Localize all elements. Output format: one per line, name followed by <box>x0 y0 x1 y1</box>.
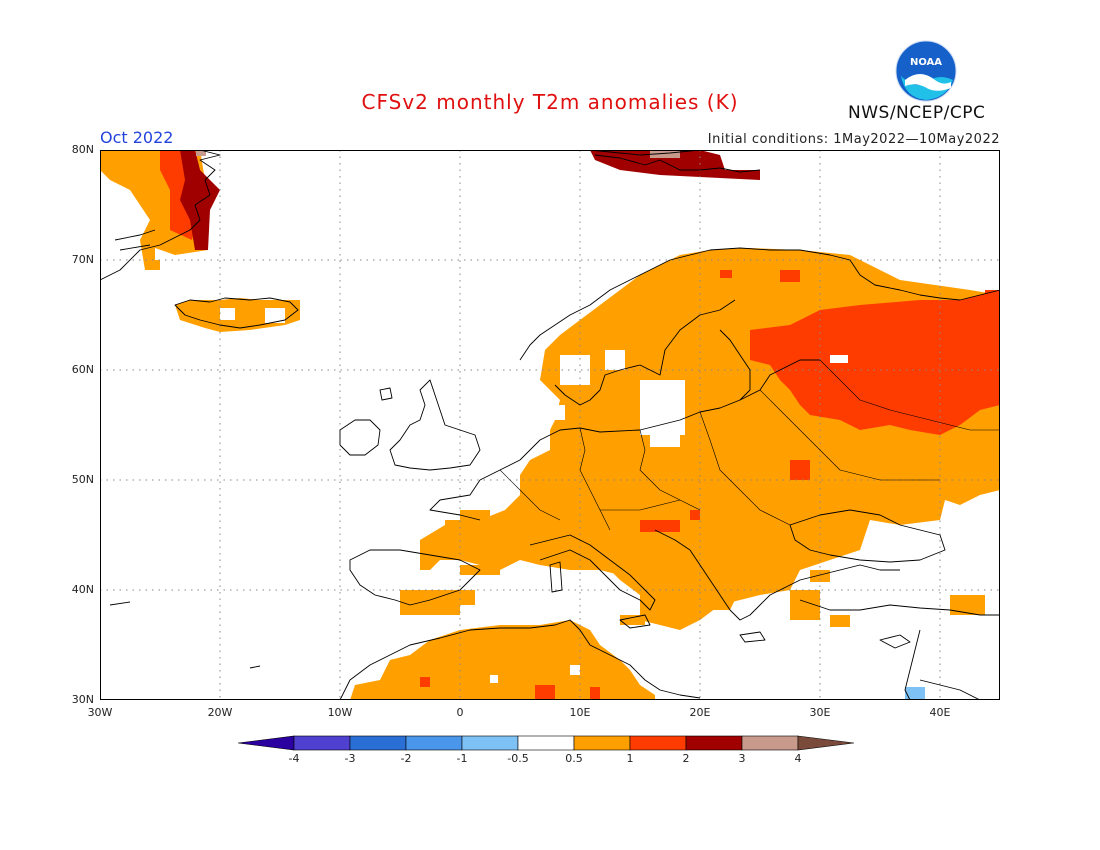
colorbar-cell <box>349 735 407 751</box>
logo-text: NOAA <box>910 57 942 68</box>
lat-tick-label: 40N <box>71 583 94 596</box>
lon-tick-label: 30E <box>809 706 831 719</box>
colorbar-cell <box>741 735 799 751</box>
colorbar-cell <box>405 735 463 751</box>
agency-label: NWS/NCEP/CPC <box>848 103 986 123</box>
colorbar <box>238 735 855 751</box>
lat-tick-label: 80N <box>71 143 94 156</box>
colorbar-cell <box>797 735 855 751</box>
lon-tick-label: 30W <box>87 706 113 719</box>
colorbar-label: -3 <box>344 752 356 765</box>
anomaly-map <box>100 150 1000 700</box>
colorbar-cell <box>238 735 295 751</box>
lon-tick-label: 10W <box>327 706 353 719</box>
colorbar-label: -2 <box>400 752 412 765</box>
colorbar-cell <box>573 735 631 751</box>
lon-tick-label: 10E <box>569 706 591 719</box>
lat-tick-label: 70N <box>71 253 94 266</box>
anomaly-greenland-extreme <box>180 150 220 250</box>
lat-tick-label: 60N <box>71 363 94 376</box>
lat-tick-label: 30N <box>71 693 94 706</box>
colorbar-label: 0.5 <box>565 752 583 765</box>
valid-month-label: Oct 2022 <box>100 128 174 147</box>
colorbar-cell <box>629 735 687 751</box>
colorbar-label: -1 <box>456 752 468 765</box>
colorbar-cell <box>685 735 743 751</box>
anomaly-svalbard <box>590 150 760 180</box>
colorbar-label: 4 <box>794 752 802 765</box>
lon-tick-label: 20W <box>207 706 233 719</box>
gridlines <box>100 150 1000 700</box>
noaa-logo-icon: NOAA <box>895 40 957 102</box>
anomaly-levant-cold <box>905 687 925 700</box>
initial-conditions-label: Initial conditions: 1May2022—10May2022 <box>707 132 1000 147</box>
colorbar-cell <box>293 735 351 751</box>
lon-tick-label: 20E <box>689 706 711 719</box>
colorbar-label: -4 <box>288 752 300 765</box>
map-title: CFSv2 monthly T2m anomalies (K) <box>361 90 739 114</box>
lon-tick-label: 40E <box>929 706 951 719</box>
anomaly-fill-layer <box>100 150 1000 700</box>
anomaly-western-russia <box>750 290 1000 435</box>
coastlines <box>100 150 1000 700</box>
colorbar-cell <box>461 735 519 751</box>
lon-tick-label: 0 <box>456 706 464 719</box>
colorbar-label: -0.5 <box>507 752 529 765</box>
lat-tick-label: 50N <box>71 473 94 486</box>
colorbar-label: 2 <box>682 752 690 765</box>
colorbar-cell <box>517 735 575 751</box>
colorbar-label: 1 <box>626 752 634 765</box>
colorbar-label: 3 <box>738 752 746 765</box>
